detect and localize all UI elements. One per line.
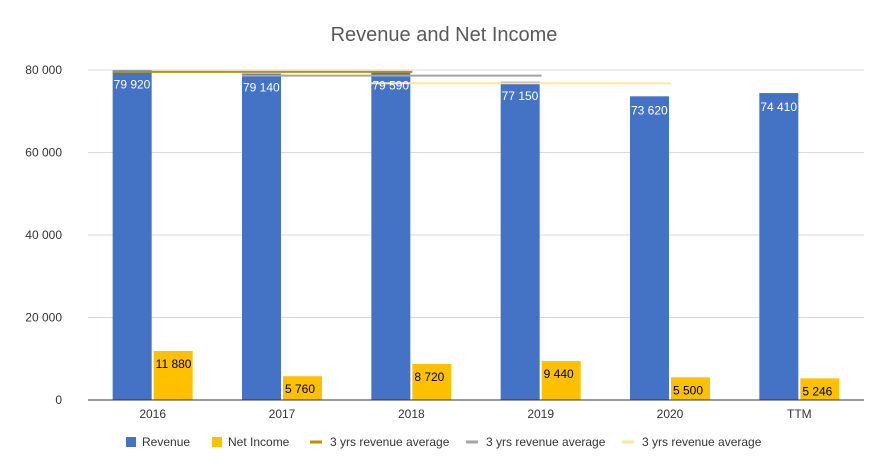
x-tick-label: 2018: [398, 407, 425, 421]
net-income-data-label: 9 440: [544, 367, 574, 381]
y-tick-label: 0: [55, 393, 62, 407]
x-tick-label: TTM: [787, 407, 812, 421]
legend-label: Revenue: [142, 435, 190, 449]
net-income-bar: [153, 350, 193, 400]
y-tick-label: 40 000: [25, 228, 62, 242]
x-tick-label: 2016: [139, 407, 166, 421]
net-income-data-label: 5 246: [802, 384, 832, 398]
net-income-data-label: 5 760: [285, 382, 315, 396]
revenue-data-label: 79 140: [243, 81, 280, 95]
revenue-bar: [112, 70, 152, 400]
net-income-bar: [541, 361, 581, 400]
net-income-bar: [800, 378, 840, 400]
revenue-bar: [500, 81, 540, 400]
legend-swatch: [126, 437, 136, 447]
net-income-bar: [671, 377, 710, 400]
legend: Revenue Net Income 3 yrs revenue average 3 …: [126, 435, 762, 449]
revenue-data-label: 77 150: [502, 89, 539, 103]
data-labels-layer: 79 920 11 880 79 140 5 760 79 590 8 720 77 150…: [114, 77, 833, 398]
y-tick-label: 60 000: [25, 146, 62, 160]
legend-swatch: [212, 437, 222, 447]
y-tick-label: 80 000: [25, 63, 62, 77]
net-income-bar: [283, 376, 322, 400]
average-lines-layer: [112, 70, 671, 85]
grid-layer: [88, 69, 864, 318]
revenue-data-label: 79 920: [114, 77, 151, 91]
legend-label: 3 yrs revenue average: [642, 435, 762, 449]
x-tick-label: 2017: [269, 407, 296, 421]
y-tick-label: 20 000: [25, 311, 62, 325]
legend-label: 3 yrs revenue average: [486, 435, 606, 449]
axis-layer: 0 20 000 40 000 60 000 80 000 2016 2017 2018 201…: [25, 63, 864, 421]
net-income-bar: [412, 364, 452, 400]
legend-label: 3 yrs revenue average: [330, 435, 450, 449]
revenue-data-label: 73 620: [631, 103, 668, 117]
net-income-data-label: 8 720: [414, 370, 444, 384]
legend-label: Net Income: [228, 435, 290, 449]
revenue-data-label: 74 410: [760, 100, 797, 114]
revenue-bar: [630, 96, 669, 400]
chart-title: Revenue and Net Income: [330, 24, 558, 46]
revenue-bar: [759, 93, 799, 400]
revenue-bar: [242, 73, 281, 401]
x-tick-label: 2019: [527, 407, 554, 421]
revenue-data-label: 79 590: [372, 79, 409, 93]
revenue-bar: [371, 71, 411, 400]
net-income-data-label: 5 500: [673, 383, 703, 397]
x-tick-label: 2020: [657, 407, 684, 421]
bars-layer: [112, 70, 840, 401]
net-income-data-label: 11 880: [156, 357, 192, 371]
